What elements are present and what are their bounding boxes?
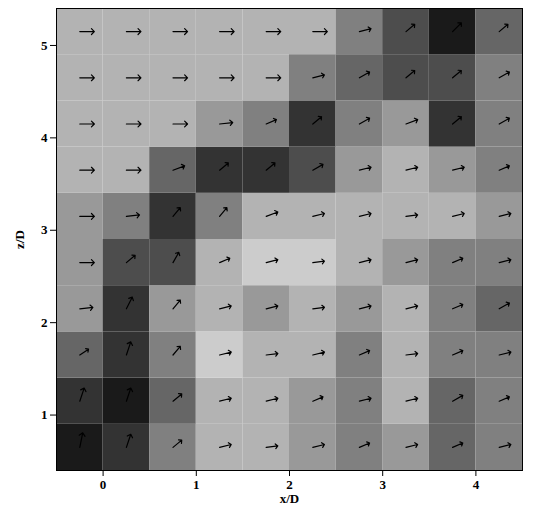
svg-text:z/D: z/D [12, 230, 27, 249]
svg-text:5: 5 [41, 38, 48, 53]
svg-text:2: 2 [41, 315, 48, 330]
svg-text:0: 0 [100, 477, 107, 492]
svg-text:1: 1 [41, 407, 48, 422]
svg-text:2: 2 [286, 477, 293, 492]
svg-text:4: 4 [41, 130, 48, 145]
svg-text:x/D: x/D [280, 491, 300, 506]
svg-text:4: 4 [473, 477, 480, 492]
svg-text:1: 1 [193, 477, 200, 492]
svg-text:3: 3 [41, 222, 48, 237]
svg-text:3: 3 [379, 477, 386, 492]
